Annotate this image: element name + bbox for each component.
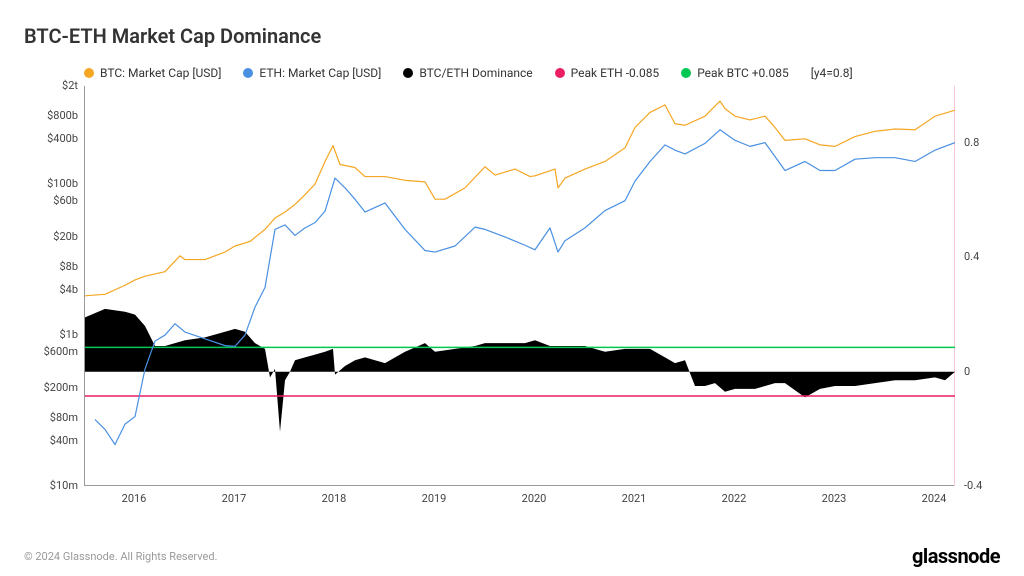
- legend-item: BTC: Market Cap [USD]: [84, 66, 221, 80]
- legend-label: BTC: Market Cap [USD]: [100, 66, 221, 80]
- legend-dot: [403, 68, 413, 78]
- x-tick: 2018: [322, 492, 347, 505]
- y-right-tick: 0.4: [964, 250, 979, 263]
- y-left-tick: $200m: [44, 381, 78, 394]
- legend-label: ETH: Market Cap [USD]: [259, 66, 381, 80]
- copyright-text: © 2024 Glassnode. All Rights Reserved.: [24, 550, 217, 563]
- y-left-tick: $800b: [47, 109, 78, 122]
- y-left-tick: $40m: [50, 434, 78, 447]
- dominance-area: [85, 309, 955, 432]
- legend-label: Peak BTC +0.085: [697, 66, 789, 80]
- y-right-tick: 0: [964, 365, 970, 378]
- legend-dot: [681, 68, 691, 78]
- y-left-tick: $4b: [59, 283, 78, 296]
- legend: BTC: Market Cap [USD] ETH: Market Cap [US…: [24, 66, 1000, 80]
- x-tick: 2023: [822, 492, 847, 505]
- legend-item: Peak BTC +0.085: [681, 66, 789, 80]
- x-axis: 2016 2017 2018 2019 2020 2021 2022 2023 2024: [84, 486, 954, 512]
- legend-dot: [84, 68, 94, 78]
- legend-label: [y4=0.8]: [811, 66, 853, 80]
- y-axis-left: $2t$800b$400b$100b$60b$20b$8b$4b$1b$600m…: [24, 86, 82, 486]
- chart-title: BTC-ETH Market Cap Dominance: [24, 24, 1000, 48]
- y-axis-right: 0.80.40-0.4: [960, 86, 1000, 486]
- legend-dot: [555, 68, 565, 78]
- y-right-tick: -0.4: [964, 479, 982, 492]
- y-left-tick: $10m: [50, 479, 78, 492]
- x-tick: 2017: [222, 492, 247, 505]
- x-tick: 2020: [522, 492, 547, 505]
- y-left-tick: $1b: [59, 328, 78, 341]
- legend-label: BTC/ETH Dominance: [419, 66, 532, 80]
- eth-line: [95, 130, 955, 445]
- legend-label: Peak ETH -0.085: [571, 66, 660, 80]
- y-left-tick: $100b: [47, 177, 78, 190]
- chart: $2t$800b$400b$100b$60b$20b$8b$4b$1b$600m…: [24, 86, 1000, 516]
- y-left-tick: $20b: [53, 230, 78, 243]
- x-tick: 2024: [922, 492, 947, 505]
- legend-item: [y4=0.8]: [811, 66, 853, 80]
- brand-logo: glassnode: [912, 544, 1000, 568]
- y-left-tick: $600m: [44, 345, 78, 358]
- footer: © 2024 Glassnode. All Rights Reserved. g…: [24, 544, 1000, 568]
- y-right-tick: 0.8: [964, 136, 979, 149]
- plot-area: [84, 86, 954, 486]
- y-left-tick: $60b: [53, 194, 78, 207]
- legend-item: Peak ETH -0.085: [555, 66, 660, 80]
- y-left-tick: $400b: [47, 132, 78, 145]
- legend-dot: [243, 68, 253, 78]
- x-tick: 2021: [622, 492, 647, 505]
- y-left-tick: $80m: [50, 411, 78, 424]
- x-tick: 2019: [422, 492, 447, 505]
- legend-item: BTC/ETH Dominance: [403, 66, 532, 80]
- y-left-tick: $8b: [59, 260, 78, 273]
- y-left-tick: $2t: [62, 79, 78, 92]
- btc-line: [85, 101, 955, 296]
- x-tick: 2022: [722, 492, 747, 505]
- legend-item: ETH: Market Cap [USD]: [243, 66, 381, 80]
- x-tick: 2016: [122, 492, 147, 505]
- plot-svg: [85, 86, 955, 486]
